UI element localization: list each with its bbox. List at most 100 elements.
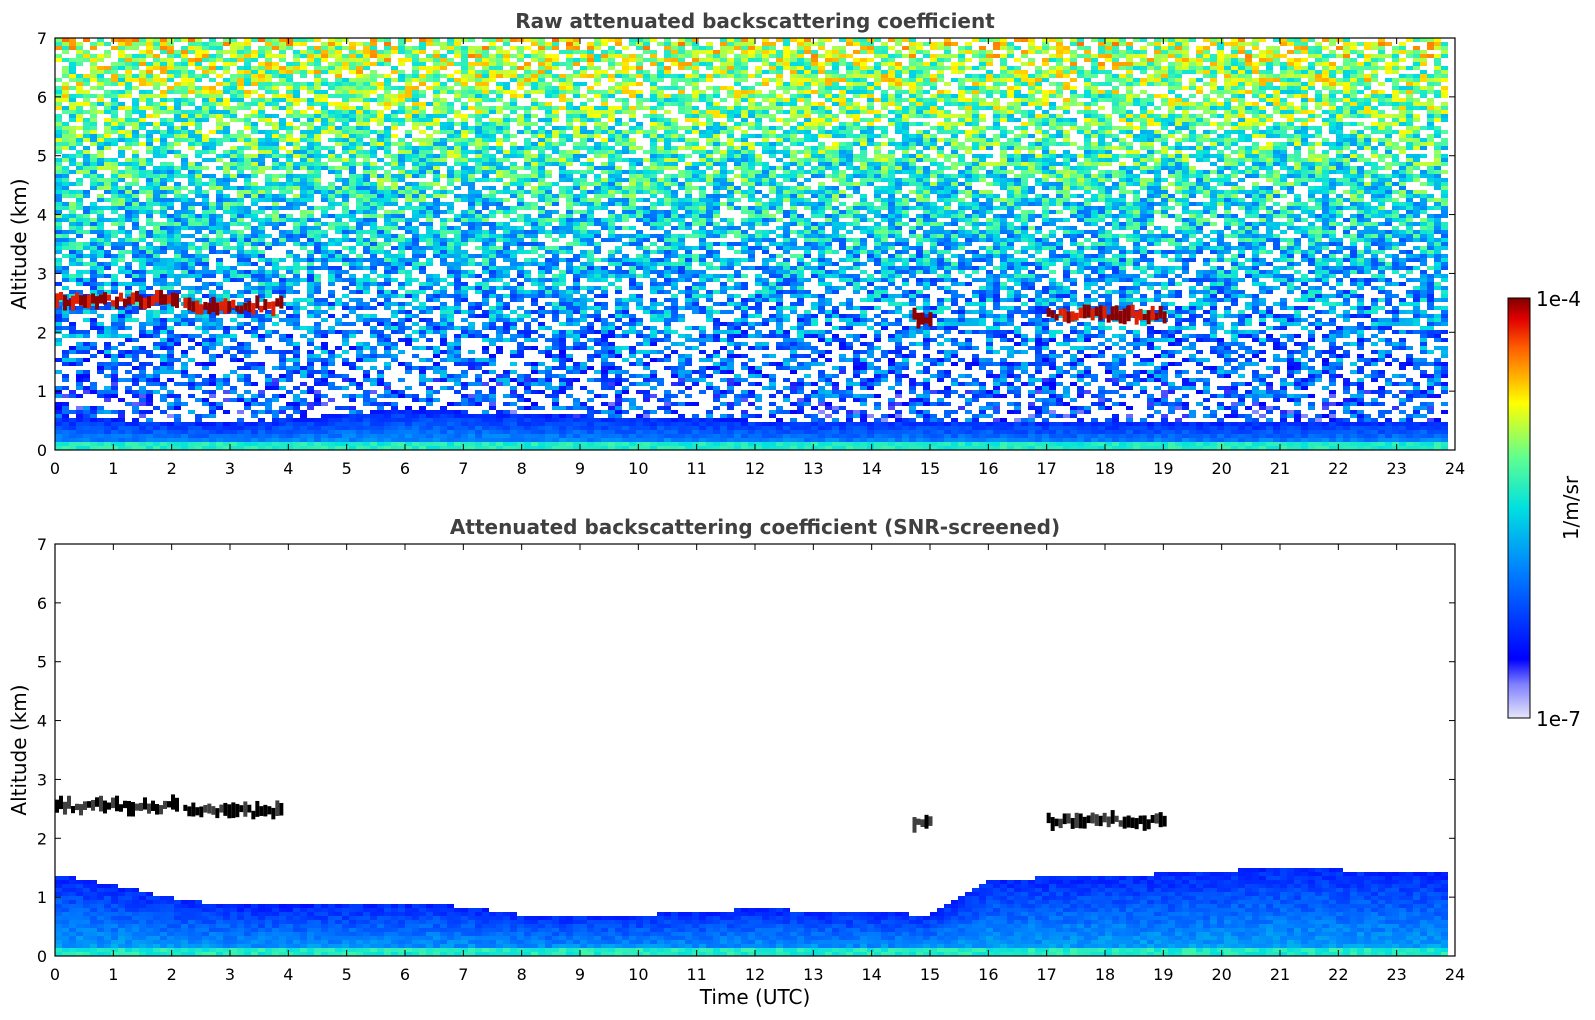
- heatmap-cell: [188, 246, 195, 250]
- heatmap-cell: [454, 154, 461, 158]
- heatmap-cell: [482, 138, 489, 142]
- heatmap-cell: [293, 442, 300, 446]
- heatmap-cell: [244, 250, 251, 254]
- heatmap-cell: [335, 194, 342, 198]
- heatmap-cell: [517, 226, 524, 230]
- heatmap-cell: [62, 318, 69, 322]
- heatmap-cell: [510, 262, 517, 266]
- heatmap-cell: [97, 66, 104, 70]
- heatmap-cell: [461, 334, 468, 338]
- heatmap-cell: [468, 210, 475, 214]
- heatmap-cell: [181, 322, 188, 326]
- heatmap-cell: [489, 390, 496, 394]
- heatmap-cell: [293, 234, 300, 238]
- heatmap-cell: [363, 166, 370, 170]
- heatmap-cell: [139, 370, 146, 374]
- heatmap-cell: [342, 118, 349, 122]
- heatmap-cell: [111, 262, 118, 266]
- heatmap-cell: [391, 442, 398, 446]
- heatmap-cell: [97, 326, 104, 330]
- heatmap-cell: [461, 62, 468, 66]
- heatmap-cell: [188, 338, 195, 342]
- heatmap-cell: [468, 306, 475, 310]
- heatmap-cell: [412, 354, 419, 358]
- heatmap-cell: [174, 38, 181, 42]
- heatmap-cell: [398, 78, 405, 82]
- heatmap-cell: [342, 262, 349, 266]
- heatmap-cell: [55, 246, 62, 250]
- heatmap-cell: [377, 446, 384, 450]
- heatmap-cell: [363, 122, 370, 126]
- heatmap-cell: [454, 302, 461, 306]
- heatmap-cell: [363, 106, 370, 110]
- heatmap-cell: [160, 194, 167, 198]
- heatmap-cell: [97, 194, 104, 198]
- heatmap-cell: [209, 186, 216, 190]
- heatmap-cell: [510, 290, 517, 294]
- heatmap-cell: [440, 330, 447, 334]
- heatmap-cell: [384, 154, 391, 158]
- heatmap-cell: [349, 182, 356, 186]
- heatmap-cell: [447, 206, 454, 210]
- heatmap-cell: [503, 418, 510, 422]
- heatmap-cell: [132, 306, 139, 310]
- heatmap-cell: [237, 378, 244, 382]
- heatmap-cell: [489, 154, 496, 158]
- heatmap-cell: [272, 258, 279, 262]
- heatmap-cell: [258, 278, 265, 282]
- heatmap-cell: [202, 222, 209, 226]
- heatmap-cell: [524, 398, 531, 402]
- heatmap-cell: [496, 178, 503, 182]
- heatmap-cell: [118, 54, 125, 58]
- heatmap-cell: [349, 334, 356, 338]
- heatmap-cell: [503, 42, 510, 46]
- heatmap-cell: [440, 302, 447, 306]
- heatmap-cell: [419, 62, 426, 66]
- heatmap-cell: [440, 98, 447, 102]
- heatmap-cell: [300, 54, 307, 58]
- heatmap-cell: [300, 50, 307, 54]
- heatmap-cell: [216, 166, 223, 170]
- heatmap-cell: [517, 314, 524, 318]
- heatmap-cell: [384, 442, 391, 446]
- heatmap-cell: [384, 334, 391, 338]
- heatmap-cell: [349, 50, 356, 54]
- heatmap-cell: [356, 198, 363, 202]
- heatmap-cell: [216, 318, 223, 322]
- heatmap-cell: [377, 354, 384, 358]
- heatmap-cell: [489, 130, 496, 134]
- heatmap-cell: [363, 230, 370, 234]
- heatmap-cell: [307, 218, 314, 222]
- heatmap-cell: [216, 226, 223, 230]
- heatmap-cell: [468, 206, 475, 210]
- heatmap-cell: [251, 442, 258, 446]
- heatmap-cell: [398, 378, 405, 382]
- heatmap-cell: [146, 162, 153, 166]
- heatmap-cell: [167, 42, 174, 46]
- heatmap-cell: [272, 62, 279, 66]
- heatmap-cell: [139, 262, 146, 266]
- heatmap-cell: [244, 422, 251, 426]
- heatmap-cell: [342, 202, 349, 206]
- heatmap-cell: [321, 382, 328, 386]
- heatmap-cell: [307, 242, 314, 246]
- heatmap-cell: [342, 130, 349, 134]
- heatmap-cell: [433, 110, 440, 114]
- heatmap-cell: [419, 442, 426, 446]
- heatmap-cell: [496, 210, 503, 214]
- heatmap-cell: [62, 190, 69, 194]
- heatmap-cell: [146, 158, 153, 162]
- heatmap-cell: [202, 46, 209, 50]
- heatmap-cell: [237, 190, 244, 194]
- heatmap-cell: [370, 258, 377, 262]
- heatmap-cell: [272, 322, 279, 326]
- heatmap-cell: [188, 218, 195, 222]
- heatmap-cell: [104, 238, 111, 242]
- heatmap-cell: [69, 62, 76, 66]
- heatmap-cell: [342, 102, 349, 106]
- heatmap-cell: [426, 154, 433, 158]
- heatmap-cell: [202, 114, 209, 118]
- heatmap-cell: [398, 62, 405, 66]
- heatmap-cell: [405, 110, 412, 114]
- heatmap-cell: [104, 138, 111, 142]
